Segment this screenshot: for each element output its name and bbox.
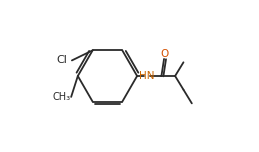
Text: CH₃: CH₃ bbox=[52, 92, 70, 102]
Text: HN: HN bbox=[139, 71, 155, 81]
Text: O: O bbox=[161, 49, 169, 59]
Text: Cl: Cl bbox=[56, 55, 67, 65]
